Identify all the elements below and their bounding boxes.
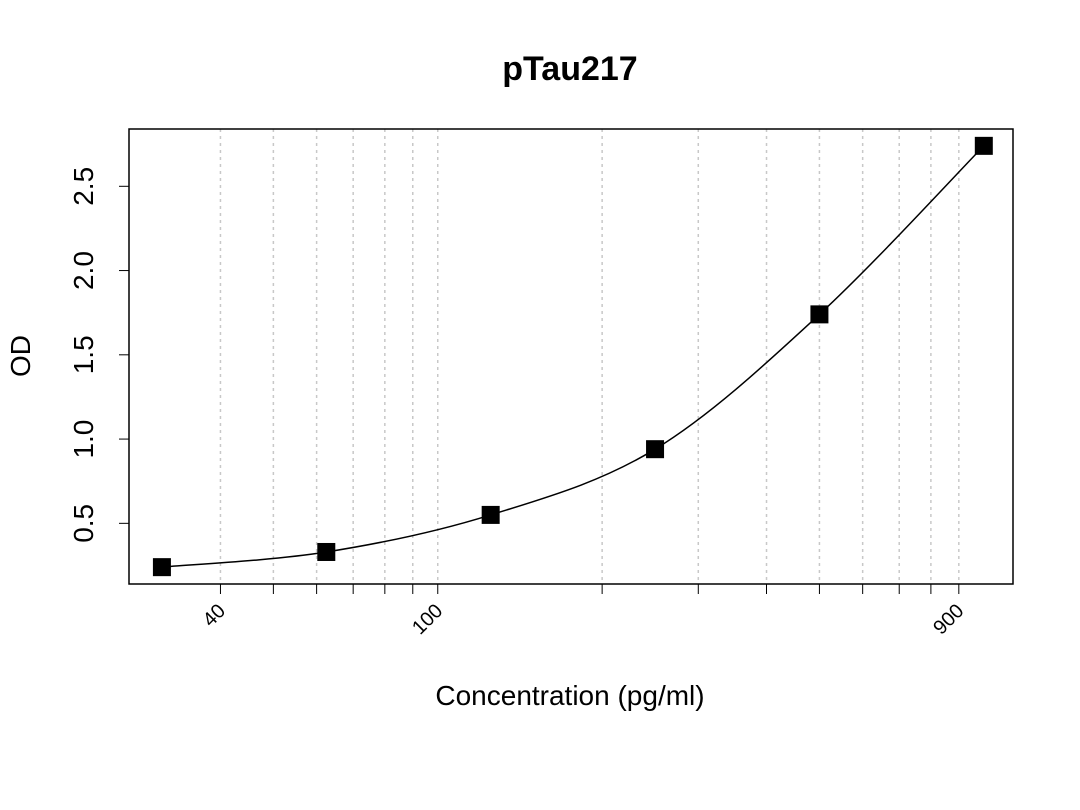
chart-title: pTau217 [502,50,637,88]
y-tick-label: 0.5 [68,504,99,543]
x-tick-label: 100 [408,600,447,639]
point [810,305,829,324]
y-tick-label: 2.0 [68,251,99,290]
point [481,505,500,524]
point [152,558,171,577]
x-tick-label: 40 [199,600,230,631]
fit-curve [161,145,985,568]
point [974,136,993,155]
x-tick-label: 900 [929,600,968,639]
point [317,542,336,561]
plot-frame [128,128,1014,585]
y-tick-label: 2.5 [68,167,99,206]
y-tick-label: 1.0 [68,420,99,459]
x-axis-label: Concentration (pg/ml) [435,680,704,711]
point [646,440,665,459]
y-axis-label: OD [5,335,36,377]
y-tick-label: 1.5 [68,335,99,374]
